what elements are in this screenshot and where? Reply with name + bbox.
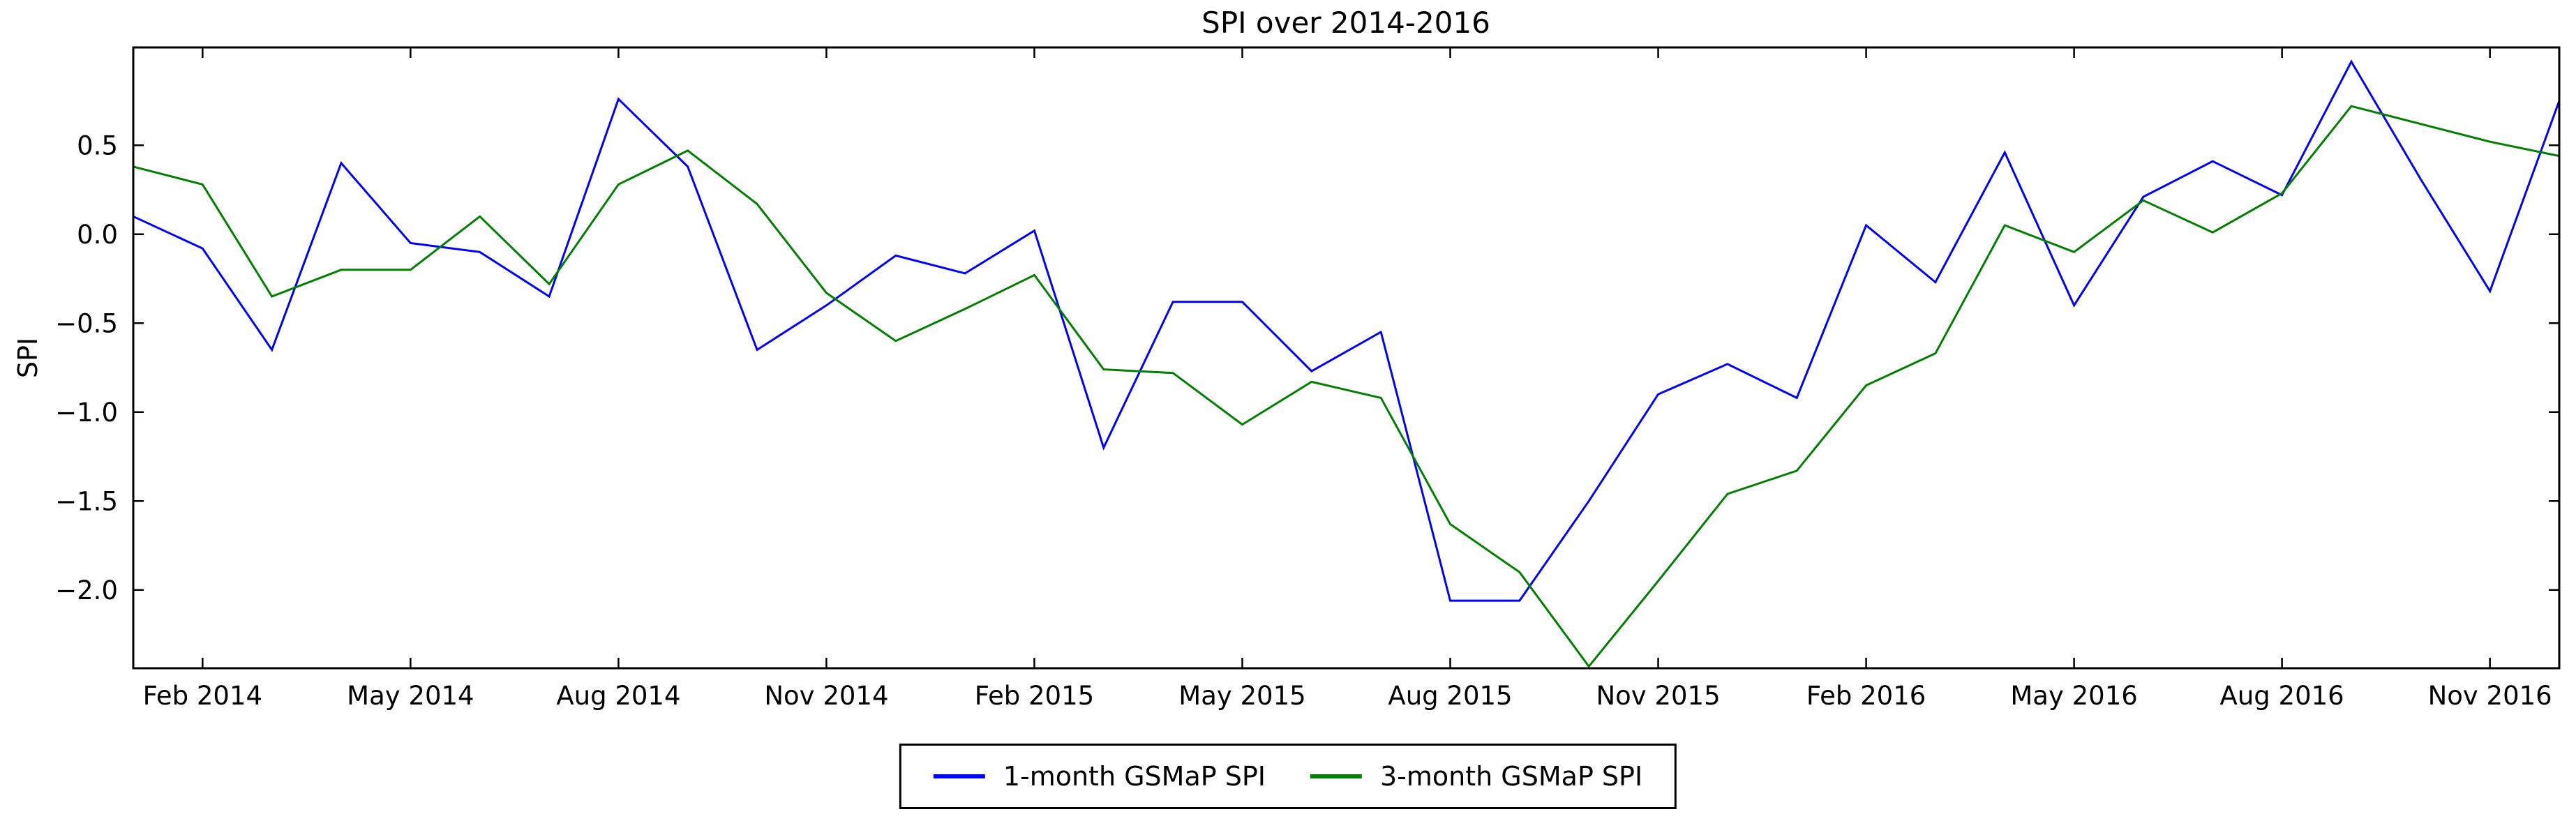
x-tick-label: Nov 2015 <box>1596 681 1720 711</box>
axes-frame <box>132 46 2561 670</box>
y-tick-label: 0.5 <box>77 130 118 160</box>
legend-line-sample-1month <box>933 774 985 778</box>
series-line-1month <box>133 59 2561 602</box>
x-tick-label: Nov 2016 <box>2428 681 2552 711</box>
x-tick-label: Aug 2015 <box>1388 681 1512 711</box>
series-line-3month <box>133 105 2560 668</box>
chart-title: SPI over 2014-2016 <box>1201 6 1490 40</box>
legend-item-1month: 1-month GSMaP SPI <box>933 761 1266 792</box>
x-tick-label: Feb 2015 <box>975 681 1094 711</box>
x-tick-label: Feb 2014 <box>143 681 262 711</box>
legend: 1-month GSMaP SPI 3-month GSMaP SPI <box>899 744 1677 809</box>
y-tick-label: −2.0 <box>55 575 118 605</box>
x-tick-label: May 2014 <box>347 681 474 711</box>
x-tick-label: May 2016 <box>2010 681 2137 711</box>
y-tick-label: −1.0 <box>55 398 118 428</box>
x-tick-label: May 2015 <box>1178 681 1305 711</box>
x-tick-label: Nov 2014 <box>764 681 888 711</box>
x-tick-label: Aug 2014 <box>556 681 680 711</box>
y-tick-label: −1.5 <box>55 486 118 516</box>
x-tick-label: Feb 2016 <box>1806 681 1926 711</box>
legend-line-sample-3month <box>1310 774 1362 778</box>
y-tick-label: 0.0 <box>77 220 118 250</box>
legend-item-3month: 3-month GSMaP SPI <box>1310 761 1642 792</box>
y-tick-label: −0.5 <box>55 308 118 338</box>
legend-label-3month: 3-month GSMaP SPI <box>1380 761 1643 792</box>
x-tick-label: Aug 2016 <box>2220 681 2344 711</box>
legend-label-1month: 1-month GSMaP SPI <box>1003 761 1266 792</box>
